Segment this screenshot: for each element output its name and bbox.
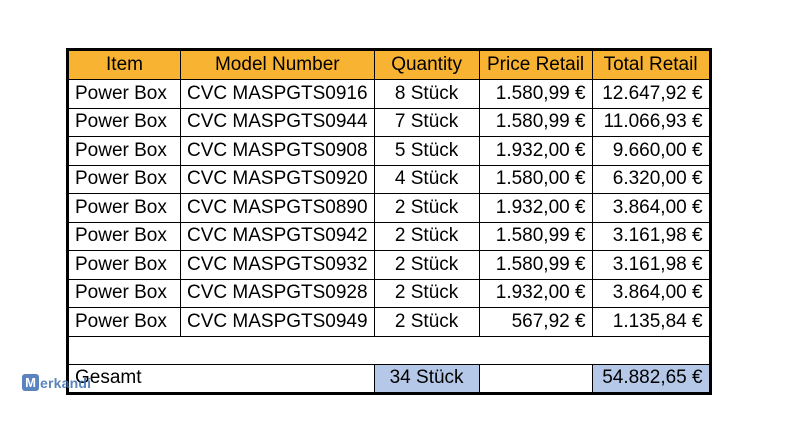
cell-item: Power Box [67, 107, 181, 137]
table-row: Power Box CVC MASPGTS0932 2 Stück 1.580,99 … [67, 250, 711, 280]
cell-quantity: 2 Stück [373, 307, 480, 337]
cell-quantity: 2 Stück [373, 193, 480, 223]
cell-price-retail: 1.932,00 € [478, 193, 593, 223]
cell-item: Power Box [67, 278, 181, 308]
cell-total-retail: 3.161,98 € [591, 221, 711, 251]
table-row: Power Box CVC MASPGTS0920 4 Stück 1.580,00 … [67, 164, 711, 194]
cell-quantity: 5 Stück [373, 136, 480, 166]
cell-item: Power Box [67, 193, 181, 223]
cell-total-retail: 1.135,84 € [591, 307, 711, 337]
merkandi-logo-text: erkandi [40, 374, 92, 391]
merkandi-watermark: M erkandi [22, 374, 91, 391]
header-item: Item [67, 49, 181, 80]
total-empty-cell [478, 363, 593, 394]
header-quantity: Quantity [373, 49, 480, 80]
cell-model-number: CVC MASPGTS0916 [180, 79, 375, 109]
table-row: Power Box CVC MASPGTS0916 8 Stück 1.580,99 … [67, 79, 711, 109]
cell-price-retail: 1.580,00 € [478, 164, 593, 194]
header-total-retail: Total Retail [591, 49, 711, 80]
total-row: Gesamt 34 Stück 54.882,65 € [67, 363, 711, 394]
cell-total-retail: 9.660,00 € [591, 136, 711, 166]
inventory-table: Item Model Number Quantity Price Retail … [66, 48, 712, 395]
cell-price-retail: 1.580,99 € [478, 250, 593, 280]
cell-price-retail: 1.932,00 € [478, 136, 593, 166]
cell-quantity: 2 Stück [373, 221, 480, 251]
table-header-row: Item Model Number Quantity Price Retail … [67, 49, 711, 80]
table-row: Power Box CVC MASPGTS0944 7 Stück 1.580,99 … [67, 107, 711, 137]
cell-model-number: CVC MASPGTS0920 [180, 164, 375, 194]
cell-quantity: 7 Stück [373, 107, 480, 137]
cell-quantity: 2 Stück [373, 250, 480, 280]
cell-model-number: CVC MASPGTS0949 [180, 307, 375, 337]
total-amount: 54.882,65 € [591, 363, 711, 394]
total-label: Gesamt [67, 363, 375, 394]
cell-item: Power Box [67, 221, 181, 251]
cell-model-number: CVC MASPGTS0890 [180, 193, 375, 223]
blank-row [67, 335, 711, 365]
cell-price-retail: 1.580,99 € [478, 221, 593, 251]
table-row: Power Box CVC MASPGTS0908 5 Stück 1.932,00 … [67, 136, 711, 166]
cell-price-retail: 567,92 € [478, 307, 593, 337]
cell-total-retail: 3.864,00 € [591, 193, 711, 223]
cell-model-number: CVC MASPGTS0928 [180, 278, 375, 308]
cell-item: Power Box [67, 307, 181, 337]
header-model-number: Model Number [180, 49, 375, 80]
cell-price-retail: 1.580,99 € [478, 79, 593, 109]
cell-total-retail: 6.320,00 € [591, 164, 711, 194]
cell-total-retail: 3.161,98 € [591, 250, 711, 280]
merkandi-logo-icon: M [22, 374, 39, 391]
cell-total-retail: 3.864,00 € [591, 278, 711, 308]
table-row: Power Box CVC MASPGTS0942 2 Stück 1.580,99 … [67, 221, 711, 251]
table-row: Power Box CVC MASPGTS0890 2 Stück 1.932,00 … [67, 193, 711, 223]
cell-quantity: 4 Stück [373, 164, 480, 194]
cell-model-number: CVC MASPGTS0942 [180, 221, 375, 251]
cell-item: Power Box [67, 250, 181, 280]
cell-quantity: 8 Stück [373, 79, 480, 109]
cell-quantity: 2 Stück [373, 278, 480, 308]
blank-cell [67, 335, 711, 365]
table-row: Power Box CVC MASPGTS0949 2 Stück 567,92 €1… [67, 307, 711, 337]
cell-total-retail: 11.066,93 € [591, 107, 711, 137]
table-body: Item Model Number Quantity Price Retail … [67, 49, 711, 394]
cell-model-number: CVC MASPGTS0944 [180, 107, 375, 137]
cell-item: Power Box [67, 136, 181, 166]
table-row: Power Box CVC MASPGTS0928 2 Stück 1.932,00 … [67, 278, 711, 308]
cell-model-number: CVC MASPGTS0932 [180, 250, 375, 280]
header-price-retail: Price Retail [478, 49, 593, 80]
cell-price-retail: 1.580,99 € [478, 107, 593, 137]
cell-model-number: CVC MASPGTS0908 [180, 136, 375, 166]
total-quantity: 34 Stück [373, 363, 480, 394]
cell-total-retail: 12.647,92 € [591, 79, 711, 109]
cell-price-retail: 1.932,00 € [478, 278, 593, 308]
cell-item: Power Box [67, 79, 181, 109]
cell-item: Power Box [67, 164, 181, 194]
